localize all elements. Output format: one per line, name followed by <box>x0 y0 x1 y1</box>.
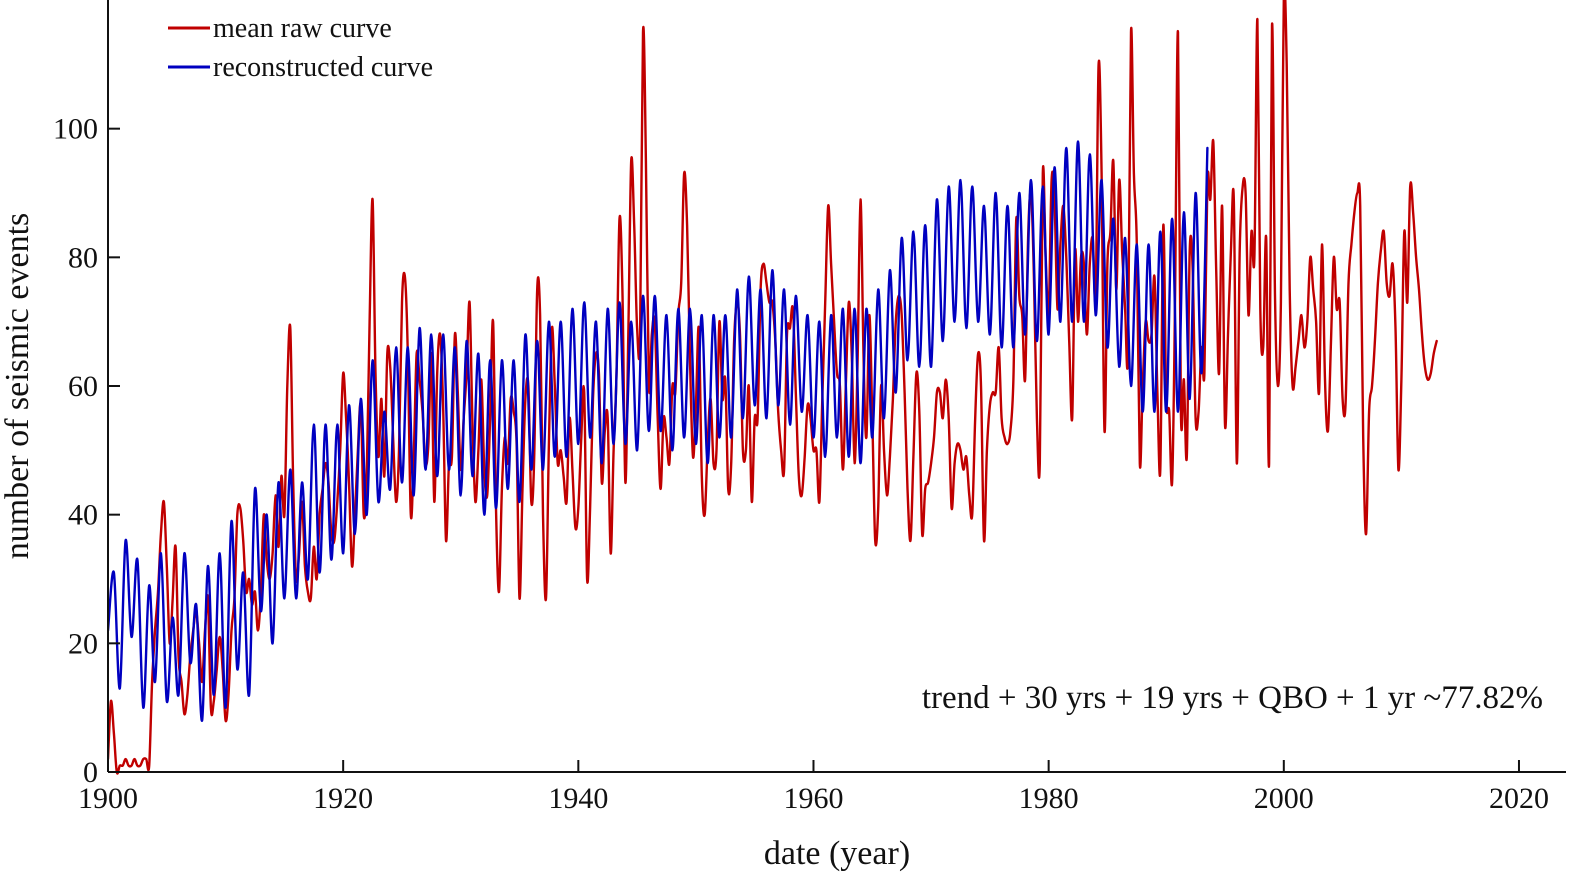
y-tick-label: 60 <box>68 370 98 403</box>
legend-label-reconstructed: reconstructed curve <box>213 52 433 83</box>
annotation-text: trend + 30 yrs + 19 yrs + QBO + 1 yr ~77… <box>922 680 1543 716</box>
y-tick-label: 100 <box>53 113 98 146</box>
series-line-mean-raw <box>108 0 1438 775</box>
x-axis-title: date (year) <box>764 835 910 872</box>
tick-marks: 1900 1920 1940 1960 1980 2000 2020 0 20 40 60 80 100 <box>53 113 1549 815</box>
x-tick-label: 1980 <box>1019 782 1079 815</box>
legend-label-raw: mean raw curve <box>213 13 392 44</box>
y-tick-label: 20 <box>68 627 98 660</box>
plot-area <box>108 0 1438 775</box>
legend: mean raw curve reconstructed curve <box>168 13 433 83</box>
x-tick-label: 1920 <box>313 782 373 815</box>
y-axis-title: number of seismic events <box>0 213 36 560</box>
x-tick-label: 1940 <box>548 782 608 815</box>
x-tick-label: 2020 <box>1489 782 1549 815</box>
x-tick-label: 1900 <box>78 782 138 815</box>
x-tick-label: 1960 <box>783 782 843 815</box>
series-line-reconstructed <box>108 140 1209 722</box>
y-tick-label: 40 <box>68 499 98 532</box>
y-tick-label: 80 <box>68 241 98 274</box>
x-tick-label: 2000 <box>1254 782 1314 815</box>
y-tick-label: 0 <box>83 756 98 789</box>
